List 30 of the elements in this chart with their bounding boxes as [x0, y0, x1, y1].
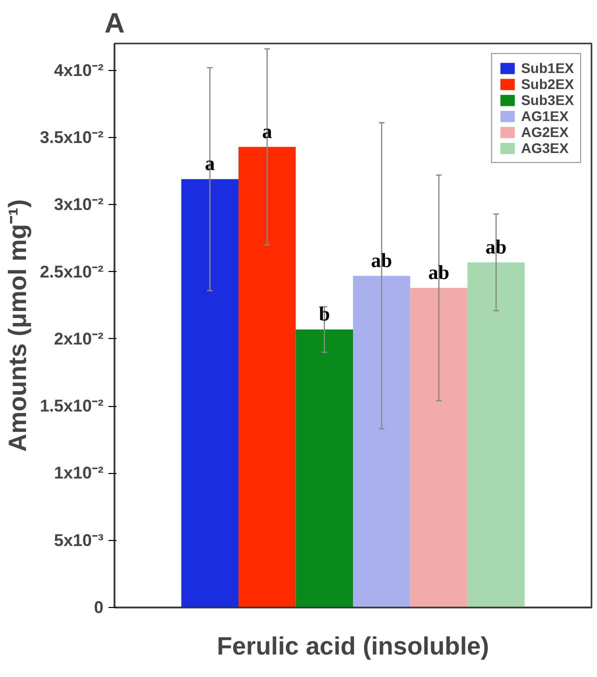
bar	[181, 179, 239, 608]
bar	[238, 146, 296, 608]
annotation: ab	[428, 262, 450, 284]
annotation: a	[204, 153, 215, 176]
legend-label: AG1EX	[521, 108, 569, 124]
annotation: b	[318, 304, 330, 326]
bar	[410, 288, 468, 608]
y-tick-label: 2.5x10⁻²	[40, 262, 104, 282]
y-axis-title: Amounts (μmol mg⁻¹)	[4, 199, 32, 452]
y-tick-label: 4x10⁻²	[54, 60, 104, 80]
chart-title: A	[104, 8, 125, 38]
bar	[296, 330, 353, 608]
y-tick-label: 1.5x10⁻²	[40, 396, 104, 416]
y-tick-label: 1x10⁻²	[54, 464, 104, 483]
y-tick-label: 3.5x10⁻²	[40, 128, 104, 147]
y-tick-label: 0	[94, 598, 104, 617]
legend-label: Sub3EX	[521, 92, 574, 108]
annotation: a	[262, 120, 272, 143]
y-tick-label: 2x10⁻²	[54, 329, 104, 348]
bar	[467, 262, 525, 608]
bar	[353, 276, 410, 608]
legend-label: AG2EX	[521, 124, 569, 140]
x-axis-title: Ferulic acid (insoluble)	[216, 632, 490, 660]
y-tick-label: 5x10⁻³	[54, 530, 104, 550]
legend-label: AG3EX	[521, 140, 569, 156]
annotation: ab	[371, 250, 392, 272]
legend-label: Sub1EX	[521, 60, 574, 76]
legend-label: Sub2EX	[521, 76, 574, 92]
annotation: ab	[486, 236, 507, 258]
y-tick-label: 3x10⁻²	[54, 195, 104, 214]
